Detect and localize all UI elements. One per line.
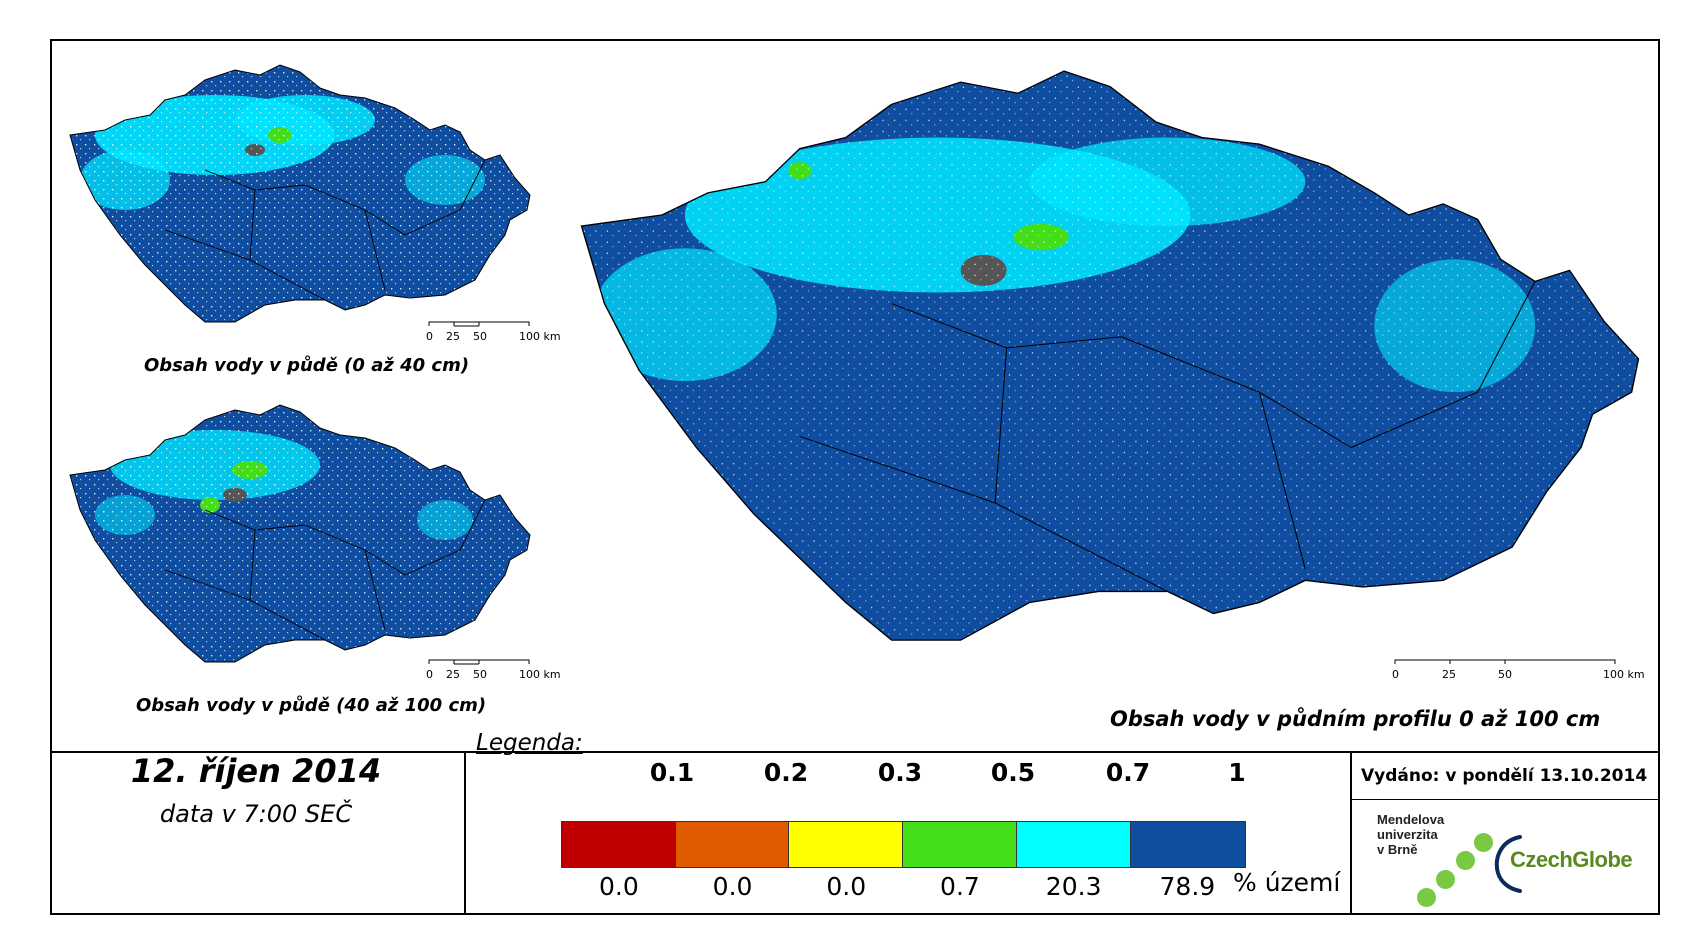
scale-label: 25 <box>446 330 460 343</box>
date-subtitle: data v 7:00 SEČ <box>159 800 353 828</box>
map-soil-0-40 <box>65 60 535 340</box>
legend-threshold: 0.2 <box>763 758 809 787</box>
date-title: 12. říjen 2014 <box>130 752 382 790</box>
mendel-logo-dot <box>1417 888 1436 907</box>
scale-label: 50 <box>473 330 487 343</box>
mendel-logo-line: univerzita <box>1377 827 1438 842</box>
mendel-university-logo: Mendelova univerzita v Brně <box>1377 812 1444 857</box>
scale-label: 50 <box>473 668 487 681</box>
legend-swatch <box>788 821 905 868</box>
czechglobe-swoosh-icon <box>1492 833 1522 897</box>
legend-percent: 0.7 <box>940 872 980 901</box>
legend-title: Legenda: <box>476 730 583 756</box>
czechglobe-logo: CzechGlobe <box>1510 847 1633 872</box>
issued-divider <box>1351 799 1658 800</box>
legend-threshold: 0.7 <box>1105 758 1151 787</box>
legend-swatch <box>1015 821 1132 868</box>
legend-percent: 0.0 <box>712 872 753 901</box>
map-soil-profile-0-100 <box>570 60 1650 680</box>
legend-swatch <box>674 821 791 868</box>
scale-label: 100 km <box>519 668 561 681</box>
caption-soil-profile-0-100: Obsah vody v půdním profilu 0 až 100 cm <box>1110 707 1601 731</box>
mendel-logo-line: Mendelova <box>1377 812 1445 827</box>
logo-panel-divider <box>1350 751 1352 913</box>
legend-swatch <box>1129 821 1246 868</box>
map-frame <box>50 39 1660 915</box>
scale-label: 100 km <box>519 330 561 343</box>
mendel-logo-line: v Brně <box>1377 842 1418 857</box>
scale-bar-top: 0 25 50 100 km <box>426 321 561 346</box>
mendel-logo-dot <box>1456 851 1475 870</box>
legend-percent: 0.0 <box>598 872 639 901</box>
bottom-panel-divider <box>52 751 1658 753</box>
caption-soil-40-100: Obsah vody v půdě (40 až 100 cm) <box>136 695 487 716</box>
date-panel-divider <box>464 751 466 913</box>
legend-threshold: 0.5 <box>990 758 1036 787</box>
scale-bar-main: 0 25 50 100 km <box>1392 659 1645 684</box>
scale-label: 0 <box>1392 668 1399 681</box>
legend-percent: 78.9 <box>1159 872 1216 901</box>
legend-percent-unit: % území <box>1233 868 1341 897</box>
scale-label: 50 <box>1498 668 1512 681</box>
mendel-logo-dot <box>1474 833 1493 852</box>
legend-swatch <box>560 821 678 868</box>
legend-percent: 20.3 <box>1045 872 1102 901</box>
legend-percent: 0.0 <box>826 872 867 901</box>
scale-bar-bottom: 0 25 50 100 km <box>426 659 561 684</box>
scale-label: 0 <box>426 330 433 343</box>
legend-threshold: 0.3 <box>877 758 923 787</box>
scale-label: 25 <box>1442 668 1456 681</box>
scale-label: 25 <box>446 668 460 681</box>
legend-threshold: 1 <box>1228 758 1246 787</box>
scale-label: 100 km <box>1603 668 1645 681</box>
legend-threshold: 0.1 <box>649 758 695 787</box>
issued-date: Vydáno: v pondělí 13.10.2014 <box>1361 766 1648 786</box>
caption-soil-0-40: Obsah vody v půdě (0 až 40 cm) <box>144 355 470 376</box>
legend-swatch <box>902 821 1019 868</box>
mendel-logo-dot <box>1436 870 1455 889</box>
scale-label: 0 <box>426 668 433 681</box>
map-soil-40-100 <box>65 400 535 680</box>
